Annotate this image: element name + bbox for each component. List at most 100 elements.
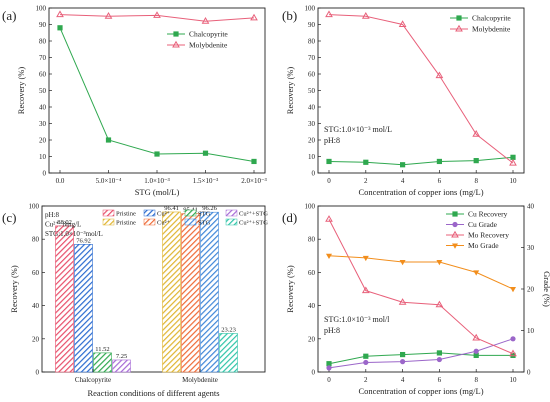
data-point-b-1-4 [472,130,481,137]
y-tick-label-b: 40 [308,104,316,112]
x-tick-label-a: 2.0×10⁻³ [241,177,267,185]
panel-label-b: (b) [282,8,297,23]
y-tick-label-b: 90 [308,21,316,29]
legend-label-c-0-2: STG [198,211,211,218]
series-line-a-1 [59,14,255,22]
legend-swatch-c-1-1 [143,218,156,226]
data-point-b-0-2 [400,162,406,168]
legend-label-d-1: Cu Grade [468,220,498,229]
y-tick-label-c: 0 [36,369,40,377]
y-tick-label-c: 20 [32,335,40,343]
bar-value-label-0-3: 7.25 [116,353,127,360]
y-tick-label-a: 60 [39,71,47,79]
x-tick-label-b: 8 [474,177,478,185]
legend-label-a-0: Chalcopyrite [189,30,228,39]
bar-c-0-3 [112,359,131,373]
y-tick-label-a: 80 [39,38,47,46]
data-point-d-2-4 [472,333,481,341]
y-tick-label-b: 50 [308,87,316,95]
bar-c-1-1 [181,213,200,373]
x-tick-label-c: Molybdenite [182,376,218,384]
x-axis-title-a: STG (mol/L) [135,187,180,197]
y2-tick-label-d: 30 [527,244,535,252]
data-point-d-0-2 [400,351,406,358]
legend-marker-d-3 [452,243,458,249]
data-point-b-1-2 [398,20,407,27]
y-tick-label-c: 100 [29,203,40,211]
y-axis-title-d: Recovery (%) [285,265,295,313]
y-tick-label-d: 100 [305,203,316,211]
x-tick-label-c: Chalcopyrite [75,376,111,384]
data-point-d-1-1 [363,359,369,366]
y-tick-label-a: 10 [39,153,47,161]
y-tick-label-a: 0 [43,170,47,178]
y-tick-label-a: 40 [39,104,47,112]
data-point-d-0-4 [473,352,479,358]
y2-tick-label-d: 40 [527,203,535,211]
data-point-d-1-3 [436,356,442,363]
y-tick-label-b: 20 [308,137,316,145]
y-tick-label-d: 80 [308,236,316,244]
series-line-d-0 [328,352,513,365]
y-tick-label-a: 30 [39,120,47,128]
x-tick-label-b: 4 [401,177,405,185]
data-point-d-0-1 [363,353,369,359]
y-tick-label-b: 70 [308,54,316,62]
legend-swatch-c-0-3 [225,209,238,217]
x-tick-label-b: 0 [327,177,331,185]
y-tick-label-b: 100 [305,5,316,13]
x-axis-title-b: Concentration of copper ions (mg/L) [358,187,483,197]
bar-c-1-2 [200,211,219,373]
data-point-a-0-2 [154,151,160,157]
y-tick-label-d: 60 [308,269,316,277]
y-tick-label-c: 40 [32,302,40,310]
data-point-d-3-4 [473,270,480,276]
legend-label-d-2: Mo Recovery [468,231,509,240]
legend-swatch-c-1-2 [184,218,197,226]
x-axis-title-c: Reaction conditions of different agents [87,388,219,398]
plot-frame-a [48,7,266,174]
y-tick-label-b: 80 [308,38,316,46]
legend-label-d-3: Mo Grade [468,241,499,250]
data-point-b-1-0 [325,10,333,18]
panel-label-c: (c) [2,210,16,225]
series-line-d-3 [328,255,514,290]
y-tick-label-c: 80 [32,236,40,244]
x-tick-label-b: 6 [438,177,442,185]
data-point-d-2-2 [398,298,407,305]
series-line-b-0 [328,156,514,166]
legend-label-c-1-0: Pristine [116,220,136,227]
y-tick-label-a: 20 [39,137,47,145]
y-tick-label-d: 20 [308,335,316,343]
data-point-a-1-3 [201,16,210,24]
legend-marker-b-0 [456,15,462,21]
data-point-a-0-1 [105,137,112,143]
y-tick-label-c: 60 [32,269,40,277]
data-point-b-0-4 [473,158,479,164]
bar-value-label-1-3: 23.23 [221,326,236,333]
legend-label-b-1: Molybdenite [472,25,511,34]
bar-value-label-1-2: 96.26 [202,205,217,212]
legend-marker-d-0 [452,211,458,217]
x-tick-label-a: 0.0 [56,177,65,185]
legend-marker-a-1 [172,40,180,48]
bar-value-label-0-2: 11.52 [95,346,109,353]
x-tick-label-a: 1.0×10⁻³ [144,177,170,185]
series-line-b-1 [328,14,514,164]
x-tick-label-b: 2 [364,177,368,185]
data-point-a-0-3 [202,150,209,156]
legend-marker-d-2 [451,230,459,238]
x-tick-label-a: 5.0×10⁻⁴ [96,177,122,185]
data-point-b-0-3 [436,158,442,165]
data-point-d-3-3 [436,260,443,266]
bar-c-0-0 [55,225,74,373]
bar-value-label-0-1: 76.92 [76,237,91,244]
y-tick-label-d: 40 [308,302,316,310]
legend-label-a-1: Molybdenite [189,41,228,50]
y-tick-label-b: 30 [308,120,316,128]
legend-swatch-c-0-1 [143,209,156,217]
data-point-b-1-5 [509,158,517,166]
series-line-d-1 [328,338,514,369]
y2-tick-label-d: 20 [527,286,535,294]
legend-marker-b-1 [455,24,463,32]
